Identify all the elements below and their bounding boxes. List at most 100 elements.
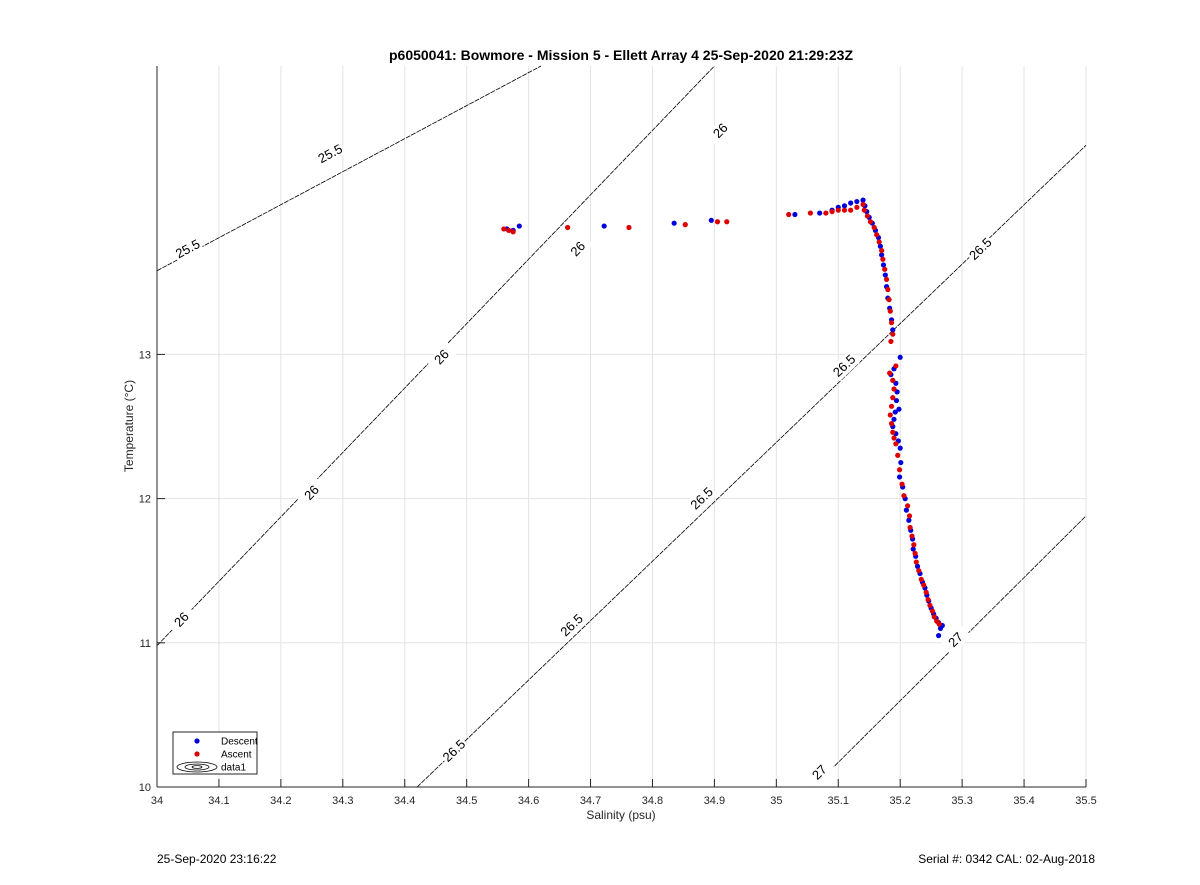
ascent-point <box>890 331 896 337</box>
descent-point <box>601 223 607 229</box>
isopycnal-label-mask <box>556 610 588 641</box>
ascent-point <box>876 239 882 245</box>
descent-point <box>882 272 888 278</box>
ascent-point <box>893 441 899 447</box>
ascent-point <box>829 209 835 215</box>
ascent-point <box>835 207 841 213</box>
descent-point <box>879 252 885 258</box>
isopycnal-label-mask <box>686 483 718 515</box>
isopycnal-label-mask <box>705 115 737 147</box>
ascent-point <box>854 204 860 210</box>
ascent-point <box>867 219 874 225</box>
ascent-point <box>864 213 870 219</box>
x-tick-label: 35.3 <box>951 795 972 807</box>
ascent-point <box>874 232 880 238</box>
descent-point <box>860 197 866 203</box>
isopycnal-label: 26.5 <box>966 235 995 263</box>
descent-point <box>891 416 897 422</box>
ascent-point <box>886 297 892 303</box>
x-tick-label: 34.4 <box>394 795 415 807</box>
ascent-point <box>861 207 867 213</box>
ascent-point <box>912 550 918 556</box>
isopycnal-label-mask <box>314 140 347 168</box>
isopycnal-label: 26.5 <box>440 736 469 764</box>
ascent-point <box>901 493 907 499</box>
descent-point <box>880 262 887 268</box>
ascent-point <box>907 524 913 531</box>
footer-timestamp: 25-Sep-2020 23:16:22 <box>157 852 277 866</box>
contour-ring <box>191 765 203 769</box>
ascent-point <box>887 308 893 314</box>
ascent-point <box>909 533 915 539</box>
isopycnal-label: 26.5 <box>687 484 716 512</box>
x-tick-label: 35 <box>770 795 782 807</box>
legend-label: Ascent <box>221 750 252 761</box>
x-tick-label: 34.8 <box>642 795 663 807</box>
descent-point <box>897 354 903 360</box>
ascent-point <box>918 576 924 582</box>
descent-point <box>893 397 900 404</box>
isopycnal-label-mask <box>296 477 328 509</box>
legend-box <box>172 731 258 775</box>
legend-marker-descent <box>194 738 200 744</box>
ascent-point <box>510 229 516 235</box>
descent-point <box>516 223 522 229</box>
ascent-point <box>888 338 894 345</box>
legend: Descent Ascent data1 <box>172 731 258 775</box>
ascent-point <box>913 559 919 565</box>
grid-lines <box>156 66 1087 788</box>
descent-point <box>841 203 848 209</box>
y-tick-label: 11 <box>140 638 151 650</box>
legend-label: data1 <box>221 763 246 774</box>
ascent-point <box>921 582 927 588</box>
legend-marker-contour <box>176 761 218 773</box>
ascent-point <box>891 435 897 441</box>
isopycnal-contours: 25.525.5262626262626.526.526.526.526.527… <box>156 65 1087 789</box>
x-tick-label: 34 <box>151 795 163 807</box>
descent-point <box>896 406 902 412</box>
descent-point <box>935 632 942 639</box>
ascent-point <box>927 602 933 608</box>
isopycnal-label-mask <box>965 233 997 265</box>
ascent-point <box>724 219 730 225</box>
ascent-point <box>860 201 866 208</box>
ascent-point <box>890 377 896 383</box>
ascent-point <box>823 210 829 216</box>
x-tick-label: 35.5 <box>1075 795 1096 807</box>
ascent-point <box>931 614 937 620</box>
ascent-point <box>848 207 854 213</box>
chart-title: p6050041: Bowmore - Mission 5 - Ellett A… <box>389 47 853 63</box>
ascent-point <box>906 513 913 519</box>
footer-serial-cal: Serial #: 0342 CAL: 02-Aug-2018 <box>918 852 1095 866</box>
contour-ring <box>176 761 218 773</box>
ascent-point <box>936 621 942 627</box>
x-tick-label: 34.2 <box>270 795 291 807</box>
ascent-point <box>911 542 917 548</box>
ascent-point <box>890 429 896 435</box>
ascent-point <box>883 276 890 283</box>
descent-point <box>817 210 823 216</box>
ascent-point <box>916 568 922 574</box>
ascent-point <box>888 421 895 427</box>
ascent-point <box>887 412 893 418</box>
ascent-point <box>925 596 931 603</box>
ascent-point <box>891 386 897 392</box>
x-tick-label: 34.1 <box>208 795 229 807</box>
y-tick-label: 12 <box>139 494 151 506</box>
x-tick-label: 34.5 <box>456 795 477 807</box>
isopycnal-label-mask <box>562 233 594 265</box>
descent-point <box>897 445 903 451</box>
isopycnal-line <box>156 65 542 272</box>
ascent-point <box>895 452 901 458</box>
ascent-point <box>888 320 895 326</box>
isopycnal-label-mask <box>166 604 198 636</box>
descent-point <box>792 211 798 218</box>
ascent-point <box>890 395 896 401</box>
descent-point <box>898 459 904 466</box>
ascent-point <box>626 224 632 231</box>
axes: 34 34.1 34.2 34.3 34.4 34.5 34.6 34.7 34.8 34.9 35… <box>139 66 1097 807</box>
ascent-point <box>880 256 886 262</box>
descent-point <box>910 546 916 552</box>
ascent-point <box>786 211 792 218</box>
